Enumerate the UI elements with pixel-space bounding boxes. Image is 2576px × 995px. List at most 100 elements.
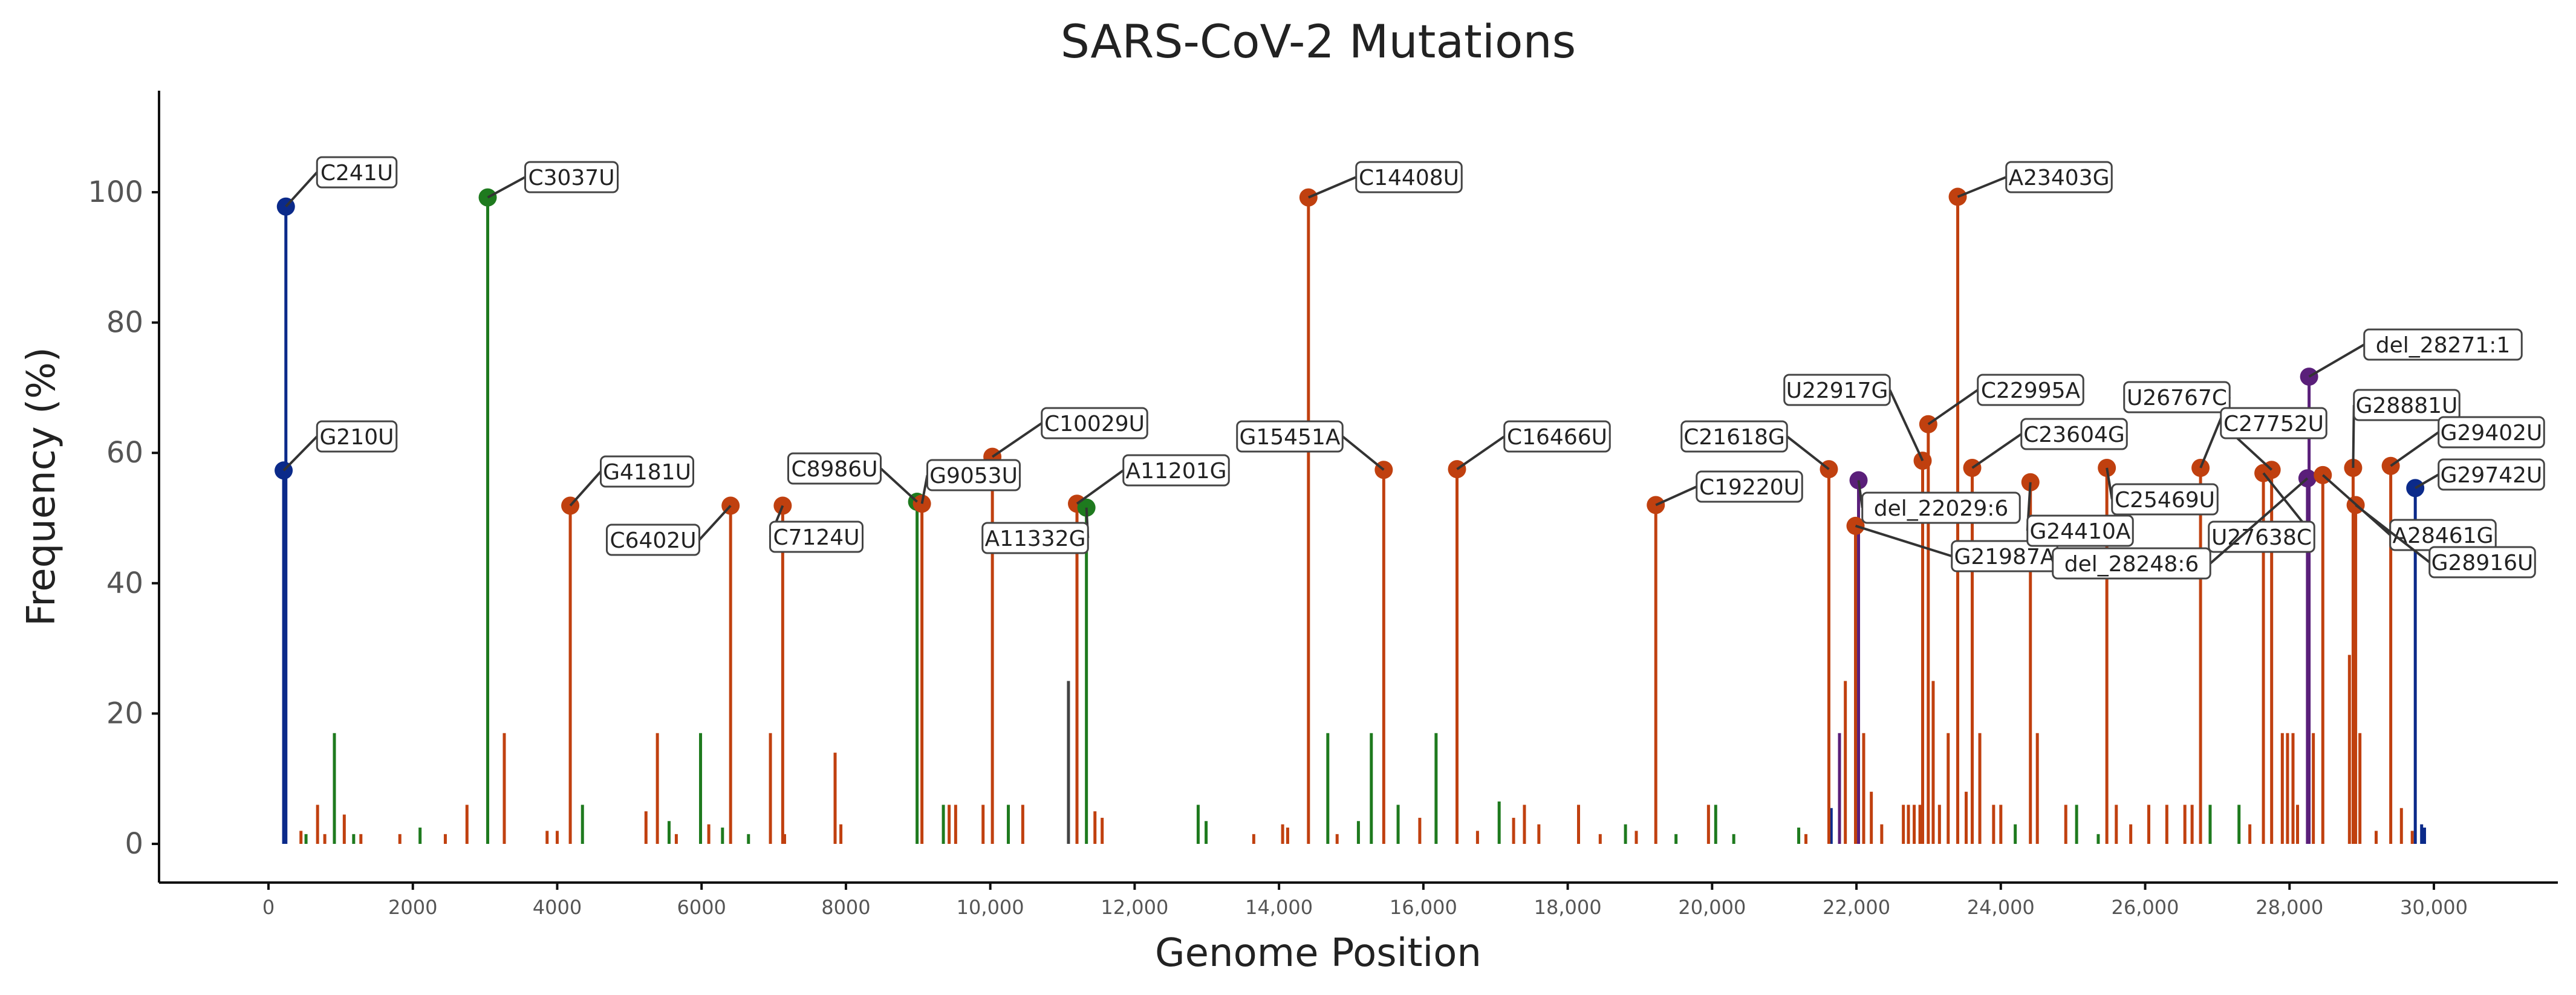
annotation-box bbox=[606, 523, 700, 556]
x-tick-label: 26,000 bbox=[2112, 896, 2179, 919]
annotation-label: A11201G bbox=[1125, 459, 1226, 484]
annotation-box bbox=[1236, 420, 1344, 453]
annotation-box bbox=[1783, 374, 1891, 406]
annotation-label: A23403G bbox=[2008, 166, 2109, 190]
annotation-label: C241U bbox=[320, 161, 393, 186]
annotation-label: C14408U bbox=[1359, 166, 1459, 190]
annotation-label: C16466U bbox=[1507, 425, 1607, 450]
annotation-leader bbox=[1076, 469, 1124, 505]
annotation-box bbox=[316, 420, 398, 453]
points-layer bbox=[275, 187, 2425, 535]
annotation-box bbox=[2123, 381, 2231, 413]
y-tick-label: 60 bbox=[106, 436, 143, 470]
annotation-box bbox=[1696, 470, 1803, 503]
annotation-box bbox=[1861, 491, 2021, 524]
annotation-label: C22995A bbox=[1981, 378, 2081, 403]
annotation-label: C21618G bbox=[1683, 425, 1785, 450]
annotation-box bbox=[2438, 416, 2545, 449]
x-tick-label: 20,000 bbox=[1678, 896, 1746, 919]
annotation-label: C8986U bbox=[791, 457, 877, 482]
annotation-leader bbox=[2415, 473, 2439, 490]
annotation-label: C27752U bbox=[2223, 412, 2324, 436]
annotation-label: G15451A bbox=[1239, 425, 1340, 450]
x-tick-label: 18,000 bbox=[1534, 896, 1602, 919]
annotation-box bbox=[524, 161, 619, 193]
annotation-label: G28916U bbox=[2431, 551, 2534, 575]
y-axis-label: Frequency (%) bbox=[19, 347, 64, 626]
x-tick-label: 6000 bbox=[677, 896, 726, 919]
chart-title: SARS-CoV-2 Mutations bbox=[1061, 15, 1576, 68]
annotations-layer: C241U G210U C3037U G4181U C6402U C7124U C8986U… bbox=[282, 156, 2545, 580]
x-axis-label: Genome Position bbox=[1155, 931, 1482, 976]
annotation-label: G29742U bbox=[2441, 463, 2543, 488]
y-ticks: 0 20 40 60 80 100 bbox=[88, 175, 159, 861]
annotation-leader bbox=[1927, 389, 1979, 426]
annotation-label: G4181U bbox=[603, 460, 691, 485]
annotation-box bbox=[1355, 161, 1463, 193]
annotation-leader bbox=[1855, 525, 1953, 557]
x-tick-label: 12,000 bbox=[1101, 896, 1168, 919]
x-ticks: 0 2000 4000 6000 8000 10,000 12,000 14,000 16,00… bbox=[262, 883, 2468, 919]
annotation-label: del_28248:6 bbox=[2064, 552, 2199, 577]
annotation-box bbox=[2363, 328, 2523, 361]
annotation-box bbox=[769, 520, 864, 553]
annotation-leader bbox=[1341, 435, 1385, 471]
annotation-leader bbox=[2390, 431, 2439, 467]
annotation-box bbox=[2208, 520, 2315, 553]
annotation-leader bbox=[487, 176, 526, 199]
annotation-label: A28461G bbox=[2392, 523, 2493, 548]
annotation-label: del_22029:6 bbox=[1874, 496, 2009, 521]
x-tick-label: 14,000 bbox=[1245, 896, 1313, 919]
annotation-label: G210U bbox=[320, 425, 394, 450]
annotation-box bbox=[2005, 161, 2113, 193]
x-tick-label: 16,000 bbox=[1390, 896, 1457, 919]
annotation-label: C7124U bbox=[773, 525, 859, 550]
annotation-leader bbox=[1456, 435, 1505, 470]
annotation-label: A11332G bbox=[984, 527, 1085, 551]
annotation-box bbox=[981, 522, 1089, 554]
annotation-label: C10029U bbox=[1044, 412, 1145, 436]
annotation-box bbox=[316, 156, 398, 189]
annotation-label: C19220U bbox=[1699, 475, 1800, 500]
x-tick-label: 28,000 bbox=[2256, 896, 2323, 919]
annotation-label: U27638C bbox=[2211, 525, 2312, 550]
annotation-label: C6402U bbox=[610, 528, 696, 553]
annotation-leader bbox=[698, 505, 732, 541]
y-tick-label: 100 bbox=[88, 175, 143, 209]
x-tick-label: 22,000 bbox=[1823, 896, 1890, 919]
annotation-leader bbox=[1308, 176, 1357, 199]
annotation-box bbox=[1680, 420, 1788, 453]
annotation-label: G24410A bbox=[2029, 519, 2130, 544]
annotation-leader bbox=[2355, 504, 2430, 563]
annotation-box bbox=[2052, 547, 2211, 580]
annotation-box bbox=[1503, 420, 1611, 453]
annotation-box bbox=[2438, 458, 2545, 491]
annotation-box bbox=[787, 452, 882, 485]
x-tick-label: 10,000 bbox=[957, 896, 1024, 919]
annotation-box bbox=[2353, 389, 2461, 421]
annotation-leader bbox=[285, 171, 318, 208]
x-tick-label: 0 bbox=[262, 896, 275, 919]
x-tick-label: 30,000 bbox=[2400, 896, 2468, 919]
annotation-box bbox=[600, 455, 694, 488]
annotation-label: G9053U bbox=[929, 464, 1018, 488]
annotation-label: U22917G bbox=[1786, 378, 1888, 403]
x-tick-label: 4000 bbox=[533, 896, 582, 919]
annotation-label: C3037U bbox=[528, 166, 614, 190]
annotation-leader bbox=[992, 422, 1042, 458]
annotation-label: C23604G bbox=[2023, 423, 2125, 447]
y-tick-label: 80 bbox=[106, 306, 143, 340]
y-tick-label: 0 bbox=[125, 827, 143, 861]
annotation-leader bbox=[1888, 389, 1924, 461]
annotation-leader bbox=[282, 435, 318, 472]
x-tick-label: 2000 bbox=[388, 896, 437, 919]
annotation-label: del_28271:1 bbox=[2376, 333, 2511, 358]
annotation-box bbox=[2428, 546, 2536, 579]
annotation-leader bbox=[1971, 433, 2022, 469]
annotation-box bbox=[1977, 374, 2084, 406]
y-tick-label: 40 bbox=[106, 566, 143, 600]
annotation-label: G28881U bbox=[2356, 394, 2458, 418]
annotation-leader bbox=[569, 470, 602, 507]
annotation-box bbox=[2026, 514, 2134, 547]
